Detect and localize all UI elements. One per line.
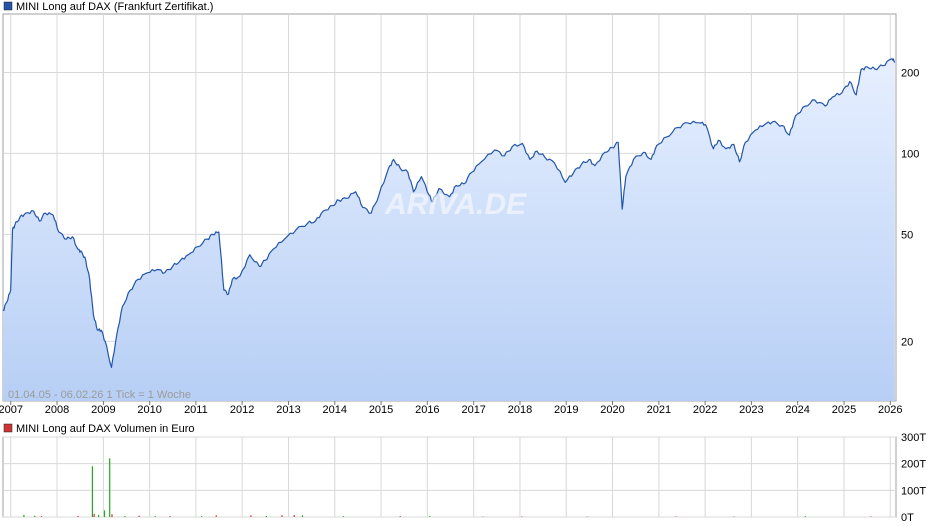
price-line — [2, 58, 896, 368]
volume-bar-14 — [201, 516, 203, 517]
x-tick-label-2008: 2008 — [45, 404, 69, 416]
x-tick-label-2013: 2013 — [276, 404, 300, 416]
price-area-fill — [3, 58, 895, 401]
volume-bar-4 — [91, 466, 93, 517]
volume-bar-24 — [482, 516, 484, 517]
price-legend-swatch — [3, 1, 13, 11]
x-tick-label-2023: 2023 — [739, 404, 763, 416]
vol-y-tick-label-300T: 300T — [901, 432, 926, 444]
volume-gridlines — [3, 436, 896, 518]
volume-bar-6 — [98, 514, 100, 517]
y-tick-label-100: 100 — [901, 148, 919, 160]
volume-bar-8 — [109, 458, 111, 517]
x-tick-label-2016: 2016 — [415, 404, 439, 416]
x-tick-label-2012: 2012 — [230, 404, 254, 416]
x-tick-label-2009: 2009 — [91, 404, 115, 416]
price-y-axis: 20 50 100 200 — [901, 67, 919, 348]
volume-bar-7 — [103, 510, 106, 517]
volume-bar-17 — [265, 515, 267, 517]
volume-bar-11 — [138, 515, 140, 517]
volume-bar-27 — [675, 516, 677, 517]
volume-bar-26 — [586, 516, 588, 517]
chart-info-text: 01.04.05 - 06.02.26 1 Tick = 1 Woche — [8, 389, 191, 401]
x-tick-label-2010: 2010 — [137, 404, 161, 416]
volume-bar-20 — [301, 515, 303, 517]
x-tick-label-2011: 2011 — [184, 404, 208, 416]
x-tick-label-2021: 2021 — [647, 404, 671, 416]
volume-bar-10 — [124, 515, 126, 517]
volume-bar-18 — [281, 515, 283, 517]
x-tick-label-2026: 2026 — [878, 404, 902, 416]
volume-bar-16 — [250, 515, 252, 517]
vol-y-tick-label-0T: 0T — [901, 512, 914, 524]
x-tick-label-2017: 2017 — [461, 404, 485, 416]
x-tick-label-2024: 2024 — [785, 404, 809, 416]
volume-bar-22 — [399, 516, 401, 517]
x-tick-label-2020: 2020 — [600, 404, 624, 416]
volume-bar-21 — [342, 516, 344, 517]
volume-bar-2 — [40, 516, 43, 517]
watermark: ARIVA.DE — [384, 188, 527, 221]
x-tick-label-2019: 2019 — [554, 404, 578, 416]
volume-bar-30 — [870, 516, 872, 517]
volume-bar-15 — [215, 515, 217, 517]
volume-bar-12 — [154, 516, 156, 517]
x-tick-label-2014: 2014 — [323, 404, 347, 416]
volume-bar-23 — [429, 516, 431, 517]
volume-bars — [23, 458, 872, 517]
y-tick-label-20: 20 — [901, 336, 913, 348]
y-tick-label-200: 200 — [901, 67, 919, 79]
volume-bar-29 — [804, 516, 806, 517]
volume-bar-1 — [34, 515, 36, 517]
volume-bar-25 — [521, 516, 523, 517]
volume-plot-frame — [2, 436, 897, 518]
volume-bar-0 — [23, 514, 25, 517]
price-legend-label: MINI Long auf DAX (Frankfurt Zertifikat.… — [16, 1, 213, 13]
volume-bar-19 — [293, 515, 295, 517]
x-tick-label-2022: 2022 — [693, 404, 717, 416]
x-tick-label-2015: 2015 — [369, 404, 393, 416]
price-area — [2, 58, 896, 401]
x-tick-label-2018: 2018 — [508, 404, 532, 416]
x-tick-label-2007: 2007 — [0, 404, 23, 416]
vol-y-tick-label-100T: 100T — [901, 485, 926, 497]
vol-y-tick-label-200T: 200T — [901, 459, 926, 471]
volume-bar-3 — [77, 515, 79, 517]
volume-legend-label: MINI Long auf DAX Volumen in Euro — [16, 423, 195, 435]
y-tick-label-50: 50 — [901, 229, 913, 241]
volume-legend-swatch — [3, 423, 13, 433]
x-axis-years: 2007 2008 2009 2010 2011 2012 2013 2014 2015 2016… — [0, 401, 903, 416]
volume-y-axis: 0T 100T 200T 300T — [901, 432, 926, 524]
volume-bar-13 — [169, 516, 171, 517]
x-tick-label-2025: 2025 — [832, 404, 856, 416]
volume-bar-9 — [111, 514, 113, 517]
volume-bar-28 — [733, 516, 735, 517]
volume-bar-5 — [93, 513, 95, 517]
